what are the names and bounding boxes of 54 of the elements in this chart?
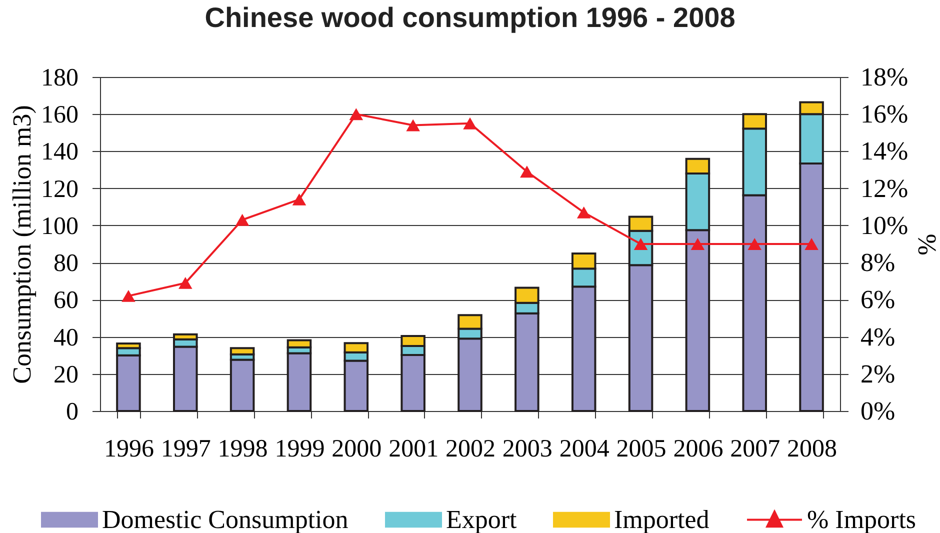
y-tick-label: 40	[54, 324, 78, 352]
x-tick-label: 1997	[160, 436, 211, 462]
y2-tick-label: 0%	[860, 396, 896, 426]
x-tick-label: 2001	[388, 436, 439, 462]
y-tick-label: 20	[54, 361, 78, 388]
point	[804, 238, 818, 250]
point	[406, 119, 420, 132]
y-tick-label: 0	[66, 398, 78, 426]
x-tick-label: 2006	[673, 436, 724, 462]
point	[122, 290, 136, 302]
y2-tick-label: 4%	[860, 322, 896, 352]
point	[690, 238, 705, 250]
x-tick-label: 2000	[332, 436, 382, 462]
y-tick-label: 60	[54, 287, 78, 314]
y-tick-label: 180	[41, 64, 78, 92]
y2-tick-label: 16%	[860, 100, 908, 129]
point	[178, 277, 192, 289]
chart-title: Chinese wood consumption 1996 - 2008	[204, 2, 736, 33]
y2-tick-label: 8%	[860, 248, 896, 278]
point	[463, 117, 477, 130]
legend-label: Domestic Consumption	[102, 504, 348, 533]
point	[748, 238, 762, 250]
y2-tick-label: 12%	[860, 174, 908, 203]
bar	[230, 358, 255, 412]
y-tick-label: 100	[41, 212, 78, 240]
legend-label: Imported	[614, 504, 710, 533]
x-tick-label: 1999	[274, 436, 325, 462]
point	[235, 214, 250, 226]
legend-label: % Imports	[807, 504, 916, 533]
point	[520, 166, 534, 178]
x-tick-label: 2005	[616, 436, 666, 462]
y-tick-label: 120	[41, 176, 78, 203]
y2-tick-label: 6%	[860, 285, 896, 314]
legend-label: Export	[446, 504, 518, 533]
y2-axis-title: %	[912, 234, 940, 256]
bar	[286, 352, 312, 412]
y-axis-title: Consumption (million m3)	[8, 105, 36, 384]
point	[349, 108, 364, 120]
x-tick-label: 1996	[104, 436, 154, 462]
y-tick-label: 160	[41, 102, 78, 129]
point	[576, 206, 591, 218]
y-tick-label: 140	[41, 138, 78, 166]
y2-tick-label: 2%	[860, 359, 896, 388]
x-tick-label: 1998	[218, 436, 268, 462]
x-tick-label: 2007	[730, 436, 780, 462]
y2-tick-label: 18%	[860, 62, 908, 92]
x-tick-label: 2004	[559, 436, 610, 462]
y2-tick-label: 10%	[860, 210, 908, 240]
x-tick-label: 2002	[446, 436, 496, 462]
y-tick-label: 80	[54, 250, 78, 278]
x-tick-label: 2003	[502, 436, 552, 462]
x-tick-label: 2008	[787, 436, 838, 462]
point	[292, 194, 306, 206]
y2-tick-label: 14%	[860, 136, 908, 166]
